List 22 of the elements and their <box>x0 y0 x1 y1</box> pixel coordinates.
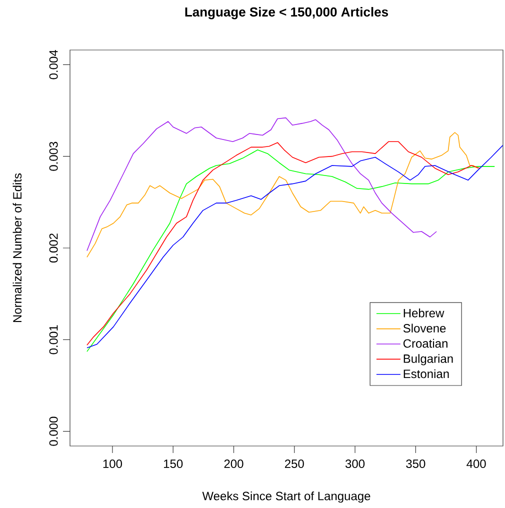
x-tick-label: 150 <box>164 460 183 468</box>
x-tick-label: 250 <box>284 460 304 468</box>
y-tick-label: 0.004 <box>49 50 58 80</box>
y-axis-title: Normalized Number of Edits <box>12 173 22 322</box>
legend-label: Slovene <box>403 324 446 333</box>
x-tick-label: 300 <box>345 460 365 468</box>
y-tick-label: 0.000 <box>49 416 58 446</box>
x-tick-label: 200 <box>224 460 244 468</box>
chart-title: Language Size < 150,000 Articles <box>185 7 388 20</box>
y-tick-label: 0.002 <box>49 234 58 263</box>
x-tick-label: 100 <box>103 460 122 468</box>
legend-label: Estonian <box>404 369 449 378</box>
x-tick-label: 350 <box>406 460 426 468</box>
legend-label: Hebrew <box>404 308 444 318</box>
x-tick-label: 400 <box>466 460 486 468</box>
line-series <box>86 117 437 252</box>
line-series <box>86 132 478 258</box>
y-tick-label: 0.001 <box>49 325 58 354</box>
legend-label: Bulgarian <box>404 354 453 366</box>
x-axis-title: Weeks Since Start of Language <box>202 491 370 503</box>
legend-label: Croatian <box>403 338 448 348</box>
y-tick-label: 0.003 <box>49 142 58 171</box>
